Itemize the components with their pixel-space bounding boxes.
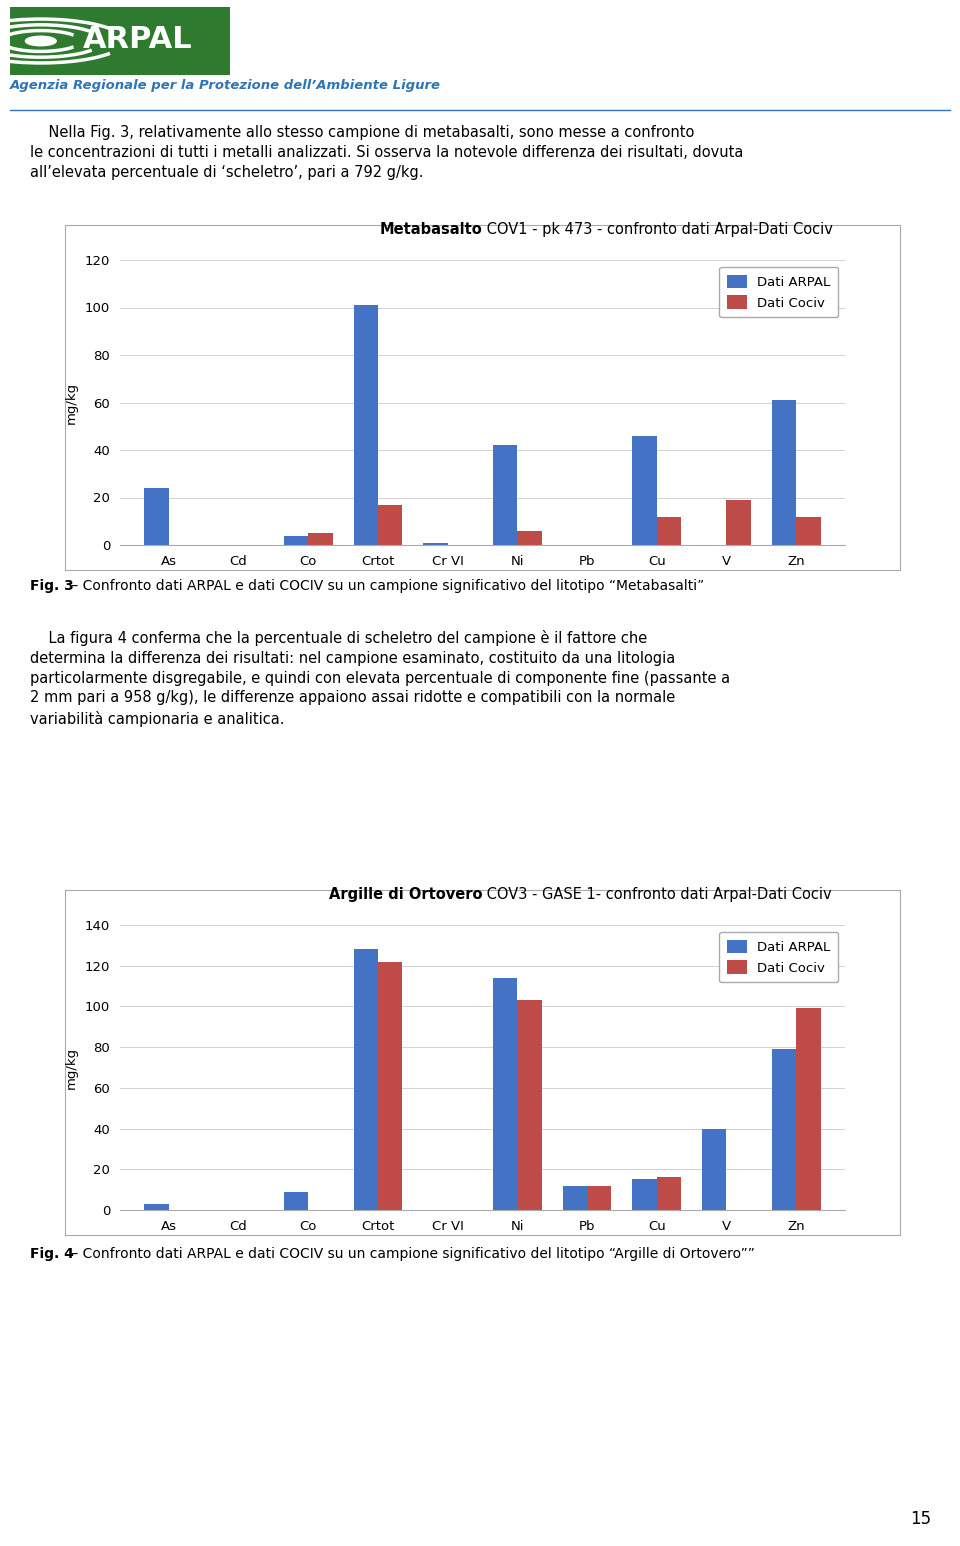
Bar xyxy=(378,962,402,1211)
Text: ARPAL: ARPAL xyxy=(83,25,192,54)
Bar xyxy=(353,305,378,546)
Text: Agenzia Regionale per la Protezione dell’Ambiente Ligure: Agenzia Regionale per la Protezione dell… xyxy=(10,79,441,91)
Bar xyxy=(284,535,308,546)
Bar xyxy=(492,445,517,546)
Bar xyxy=(796,1008,821,1211)
Text: Argille di Ortovero: Argille di Ortovero xyxy=(329,887,483,903)
Bar xyxy=(633,1180,657,1211)
Bar xyxy=(423,543,447,546)
Text: Metabasalto: Metabasalto xyxy=(380,223,483,237)
Bar xyxy=(796,516,821,546)
Bar xyxy=(657,516,682,546)
Bar xyxy=(727,499,751,546)
Bar xyxy=(144,489,169,546)
Text: COV1 - pk 473 - confronto dati Arpal-Dati Cociv: COV1 - pk 473 - confronto dati Arpal-Dat… xyxy=(483,223,833,237)
Text: 15: 15 xyxy=(910,1510,931,1527)
Bar xyxy=(657,1178,682,1211)
Text: La figura 4 conferma che la percentuale di scheletro del campione è il fattore c: La figura 4 conferma che la percentuale … xyxy=(30,631,731,727)
Text: Nella Fig. 3, relativamente allo stesso campione di metabasalti, sono messe a co: Nella Fig. 3, relativamente allo stesso … xyxy=(30,125,743,179)
Text: COV3 - GASE 1- confronto dati Arpal-Dati Cociv: COV3 - GASE 1- confronto dati Arpal-Dati… xyxy=(483,887,832,903)
Legend: Dati ARPAL, Dati Cociv: Dati ARPAL, Dati Cociv xyxy=(719,932,838,982)
Bar xyxy=(702,1129,727,1211)
Bar xyxy=(378,504,402,546)
Circle shape xyxy=(25,36,57,46)
Bar xyxy=(492,979,517,1211)
Text: Fig. 4: Fig. 4 xyxy=(30,1248,74,1262)
Bar xyxy=(633,436,657,546)
Legend: Dati ARPAL, Dati Cociv: Dati ARPAL, Dati Cociv xyxy=(719,266,838,317)
Bar xyxy=(772,400,796,546)
Bar xyxy=(563,1186,588,1211)
Y-axis label: mg/kg: mg/kg xyxy=(65,1047,78,1088)
Bar xyxy=(353,949,378,1211)
Text: – Confronto dati ARPAL e dati COCIV su un campione significativo del litotipo “M: – Confronto dati ARPAL e dati COCIV su u… xyxy=(67,580,704,594)
Text: Fig. 3: Fig. 3 xyxy=(30,580,74,594)
Y-axis label: mg/kg: mg/kg xyxy=(65,382,78,424)
Bar xyxy=(144,1204,169,1211)
Bar xyxy=(772,1050,796,1211)
Bar xyxy=(517,1000,541,1211)
Text: – Confronto dati ARPAL e dati COCIV su un campione significativo del litotipo “A: – Confronto dati ARPAL e dati COCIV su u… xyxy=(67,1248,755,1262)
Bar xyxy=(308,533,332,546)
Bar xyxy=(517,530,541,546)
Bar xyxy=(588,1186,612,1211)
Bar xyxy=(284,1192,308,1211)
